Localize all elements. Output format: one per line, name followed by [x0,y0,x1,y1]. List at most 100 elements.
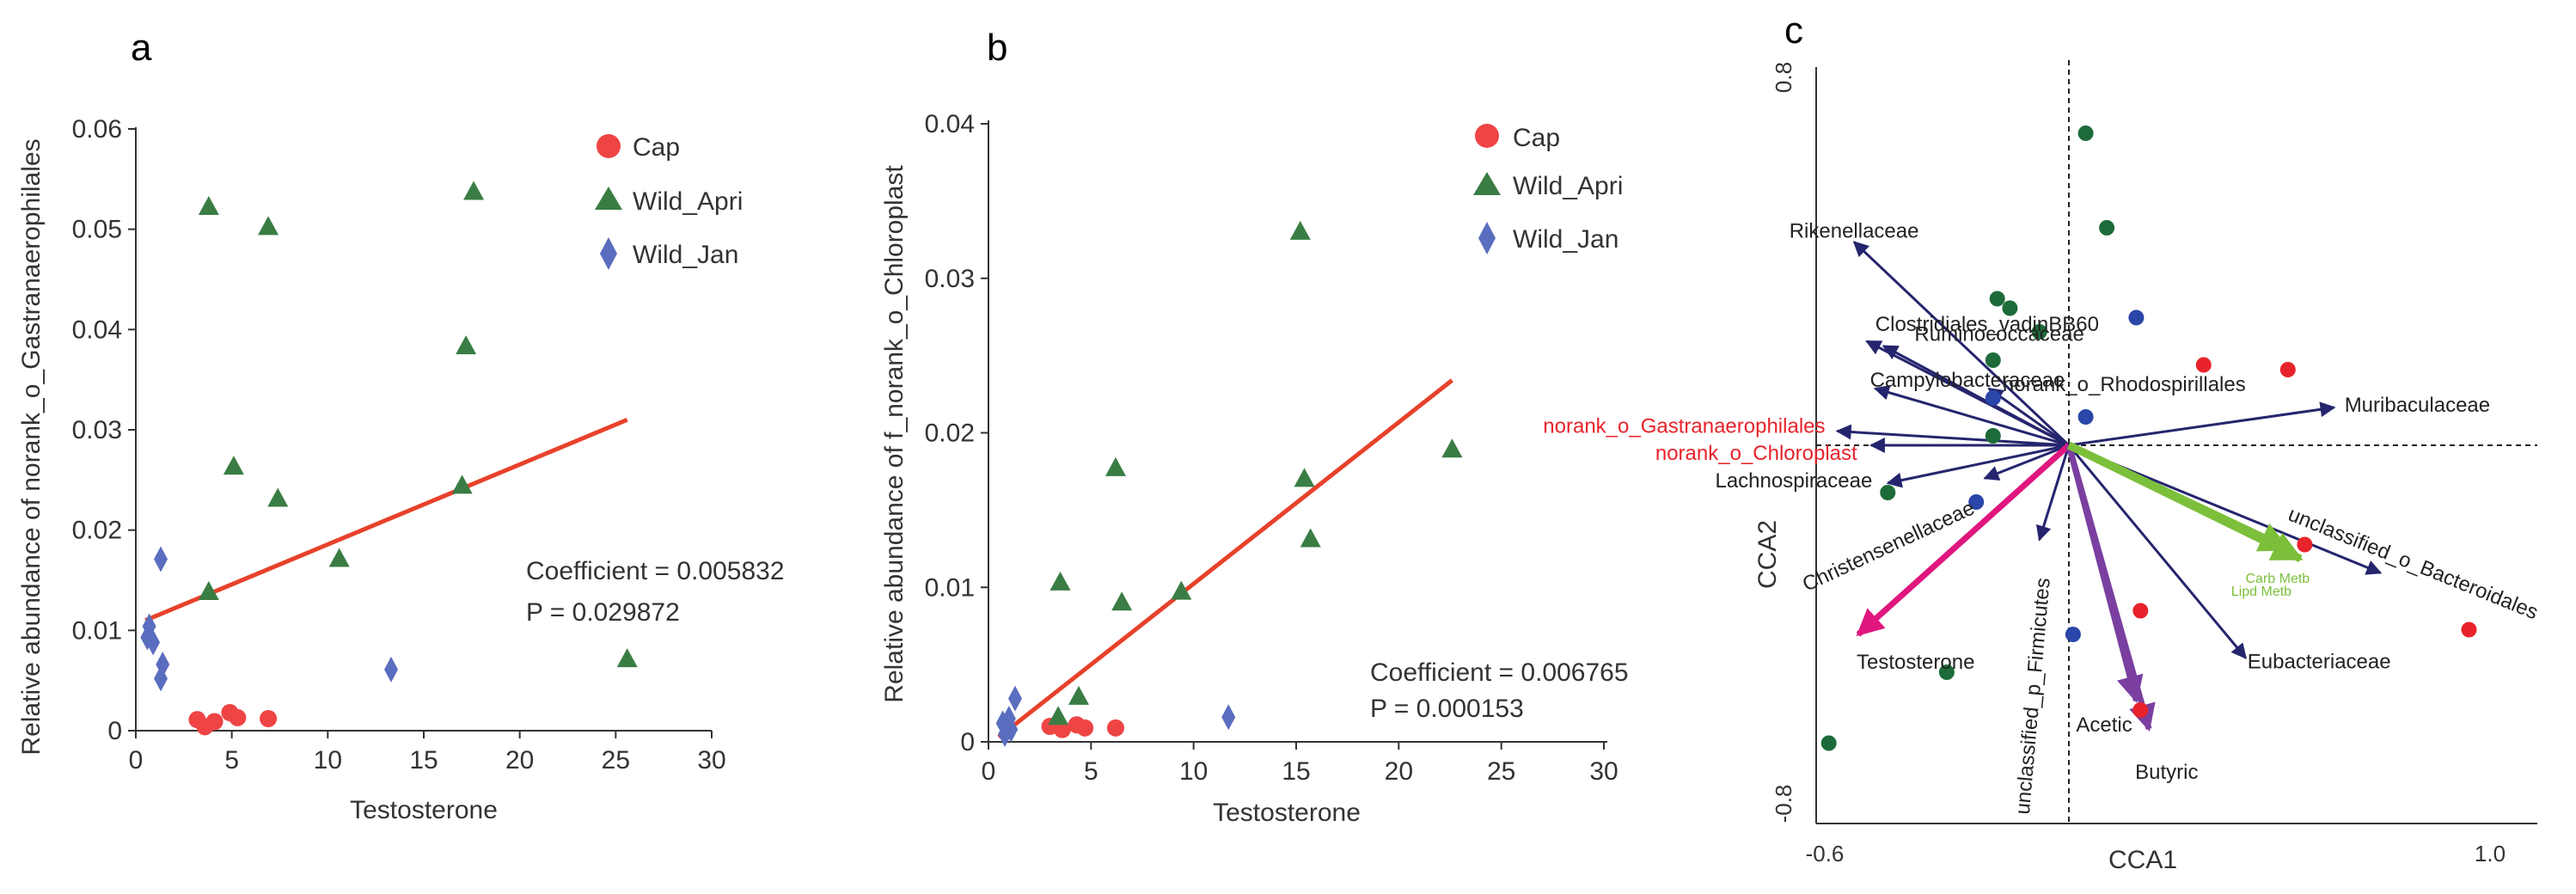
cca-sample-point [1985,352,2001,368]
panel-a-legend-apri-marker [595,187,622,210]
cca-sample-point [1938,664,1955,680]
panel-a-point-wild-apri [328,548,350,567]
cca-sample-point [2297,536,2313,553]
arrow-testosterone [1856,443,2071,637]
panel-b-point-wild-apri [1048,706,1069,726]
panel-b-legend-apri-marker [1473,172,1501,195]
panel-b-xtick-label: 15 [1282,757,1310,786]
panel-b-xtick-label: 25 [1487,757,1515,786]
panel-a-ytick-label: 0.06 [72,115,122,144]
panel-a-point-wild-apri [198,196,219,215]
panel-b: 0 5 10 15 20 25 30 0 0.01 0.02 0.03 0.04 Testostero… [880,110,1629,827]
cca-sample-point [2195,357,2212,373]
panel-b-ytick-label: 0.04 [925,110,975,138]
arrow-label-christensenellaceae: Christensenellaceae [1799,496,1979,596]
panel-c-ytick-min: -0.8 [1771,785,1796,824]
panel-a-point-wild-jan [384,656,399,683]
panel-b-point-wild-apri [1441,438,1463,458]
cca-sample-point [1985,390,2001,406]
panel-a-point-wild-apri [198,581,219,600]
arrow-norank-o-gastranaerophilales [1835,424,2070,447]
panel-a-ytick-label: 0.03 [72,416,122,444]
panel-b-point-wild-jan [1008,685,1023,712]
arrow-label-eubacteriaceae: Eubacteriaceae [2248,651,2391,674]
panel-a-point-cap [229,708,247,726]
panel-b-point-wild-apri [1171,580,1192,600]
cca-sample-point [1985,428,2001,444]
panel-b-coefficient: Coefficient = 0.006765 [1370,658,1629,687]
panel-label-c: c [1784,9,1803,52]
panel-c-xtick-min: -0.6 [1806,841,1845,866]
arrow-label-norank-o-rhodospirillales: norank_o_Rhodospirillales [2003,373,2246,396]
panel-a-xtick-label: 30 [697,746,725,775]
arrow-label-norank-o-chloroplast: norank_o_Chloroplast [1655,442,1857,465]
panel-b-point-cap [1053,720,1071,738]
cca-sample-point [2132,702,2149,718]
cca-sample-point [2128,309,2145,326]
panel-b-point-wild-apri [1289,220,1311,240]
panel-a-point-wild-apri [616,648,638,668]
panel-a-point-wild-jan [154,665,168,692]
panel-a-point-cap [205,713,223,731]
panel-b-xtick-label: 20 [1385,757,1413,786]
panel-c-x-label: CCA1 [2108,846,2177,874]
arrow-unclassified-p-firmicutes [2035,444,2071,542]
panel-a-xtick-label: 20 [505,746,534,775]
cca-sample-point [2077,409,2094,425]
cca-sample-point [2279,362,2296,377]
panel-b-point-wild-jan [1221,704,1236,731]
panel-b-point-wild-apri [1104,456,1126,476]
panel-a-ytick-label: 0.04 [72,315,122,344]
cca-sample-point [2031,324,2047,340]
panel-a-legend-cap: Cap [633,133,680,162]
arrow-label-lachnospiraceae: Lachnospiraceae [1715,469,1872,493]
panel-a-point-wild-jan [146,629,161,656]
arrow-norank-o-rhodospirillales [1987,387,2070,447]
cca-sample-point [1968,494,1985,510]
panel-a-xtick-label: 15 [409,746,437,775]
panel-b-xtick-label: 5 [1084,757,1098,786]
panel-a-point-wild-apri [456,335,477,355]
arrow-label-ruminococcaceae: Ruminococcaceae [1914,323,2083,346]
arrow-label-campylobacteraceae: Campylobacteraceae [1870,369,2065,392]
panel-b-xtick-label: 0 [982,757,996,786]
panel-b-point-wild-jan [998,721,1013,748]
cca-sample-point [1880,485,1896,500]
cca-sample-point [1820,735,1837,751]
panel-a-xtick-label: 0 [129,746,144,775]
panel-a: 0 5 10 15 20 25 30 0 0.01 0.02 0.03 0.04 0.05 0.06 Te… [17,115,785,824]
panel-a-ytick-label: 0 [107,717,122,745]
panel-a-point-wild-jan [154,546,168,573]
arrow-label-unclassified-p-firmicutes: unclassified_p_Firmicutes [2011,577,2055,815]
cca-sample-point [2099,220,2115,236]
panel-a-legend-jan-marker [600,237,617,270]
panel-b-ytick-label: 0 [960,728,975,756]
panel-b-xtick-label: 30 [1589,757,1618,786]
panel-b-ytick-label: 0.03 [925,265,975,293]
panel-b-legend-jan: Wild_Jan [1513,225,1618,254]
panel-a-coefficient: Coefficient = 0.005832 [526,557,785,585]
arrow-ruminococcaceae [1882,345,2070,447]
panel-label-a: a [131,27,152,69]
panel-b-y-label: Relative abundance of f_norank_o_Chlorop… [880,165,909,703]
panel-a-legend-cap-marker [597,134,621,158]
arrow-rikenellaceae [1852,241,2071,447]
cca-sample-point [2002,300,2018,316]
panel-a-point-wild-apri [463,181,485,200]
panel-b-point-cap [1076,719,1094,737]
arrow-muribaculaceae [2068,401,2336,447]
panel-a-y-label: Relative abundance of norank_o_Gastranae… [17,138,46,755]
panel-b-point-wild-apri [1294,468,1315,487]
panel-b-point-wild-apri [1068,685,1090,705]
panel-a-x-label: Testosterone [350,796,498,824]
panel-b-xtick-label: 10 [1179,757,1208,786]
panel-b-point-wild-apri [1111,591,1133,611]
panel-b-ytick-label: 0.01 [925,573,975,602]
panel-a-legend-apri: Wild_Apri [633,187,743,216]
panel-b-ytick-label: 0.02 [925,419,975,448]
panel-a-ytick-label: 0.02 [72,517,122,545]
arrow-label-acetic: Acetic [2076,713,2132,737]
cca-sample-point [2077,126,2094,141]
panel-c-ytick-max: 0.8 [1771,62,1796,93]
